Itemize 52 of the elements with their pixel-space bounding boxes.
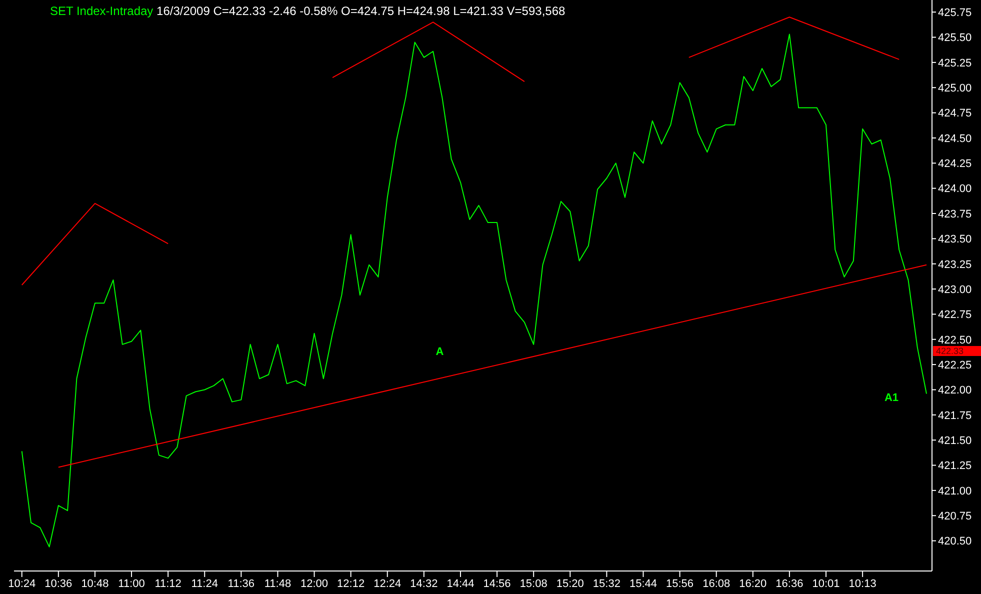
y-tick-label: 424.25	[938, 158, 972, 170]
y-tick-label: 420.75	[938, 510, 972, 523]
x-tick-label: 16:08	[702, 578, 730, 590]
x-tick-label: 15:44	[629, 578, 658, 590]
x-tick-label: 15:56	[666, 578, 694, 590]
y-tick-label: 423.25	[938, 258, 972, 271]
x-tick-label: 11:00	[118, 578, 145, 590]
x-tick-label: 15:20	[556, 578, 584, 590]
x-tick-label: 15:32	[592, 578, 620, 590]
y-tick-label: 424.00	[938, 183, 972, 196]
x-tick-label: 14:44	[446, 578, 474, 590]
x-tick-label: 14:56	[483, 578, 511, 590]
chart-title: SET Index-Intraday	[50, 4, 154, 18]
x-tick-label: 10:48	[81, 578, 109, 590]
y-tick-label: 425.00	[938, 82, 972, 95]
y-tick-label: 420.50	[938, 536, 972, 548]
text: 422.33	[933, 346, 981, 356]
line-series	[21, 34, 928, 548]
y-tick-label: 421.75	[938, 410, 972, 422]
x-tick-label: 14:32	[410, 578, 438, 590]
y-tick-label: 422.25	[938, 359, 972, 372]
x-tick-label: 10:24	[8, 578, 36, 590]
chart-subtitle: 16/3/2009 C=422.33 -2.46 -0.58% O=424.75 H=424.98 L=421.33 V=593,568	[156, 4, 566, 18]
y-tick-label: 421.50	[938, 434, 972, 447]
x-tick-label: 12:12	[337, 578, 365, 590]
y-tick-label: 423.50	[938, 234, 972, 246]
x-tick-label: 16:36	[776, 578, 804, 590]
y-tick-label: 423.00	[938, 284, 972, 296]
y-tick-label: 422.00	[938, 384, 972, 397]
annotation: A	[436, 346, 444, 358]
x-tick-label: 11:24	[191, 578, 218, 590]
x-tick-label: 10:36	[44, 578, 72, 590]
x-tick-label: 15:08	[520, 578, 548, 590]
y-tick-label: 425.25	[938, 57, 972, 70]
x-tick-label: 11:12	[154, 578, 182, 590]
y-tick-label: 422.50	[938, 334, 972, 346]
y-tick-label: 425.75	[938, 6, 972, 19]
y-tick-label: 422.75	[938, 309, 972, 322]
y-tick-label: 425.50	[938, 32, 972, 44]
y-tick-label: 421.25	[938, 460, 972, 472]
y-tick-label: 424.50	[938, 132, 972, 145]
y-tick-label: 424.75	[938, 108, 972, 120]
x-tick-label: 12:24	[374, 578, 402, 590]
y-tick-label: 421.00	[938, 485, 972, 498]
x-tick-label: 11:48	[264, 578, 292, 590]
x-tick-label: 10:13	[848, 578, 876, 590]
x-tick-label: 16:20	[739, 578, 767, 590]
x-tick-label: 12:00	[300, 578, 328, 590]
x-tick-label: 11:36	[228, 578, 255, 590]
y-tick-label: 423.75	[938, 208, 972, 220]
x-tick-label: 10:01	[812, 578, 840, 590]
annotation: A1	[884, 392, 899, 404]
